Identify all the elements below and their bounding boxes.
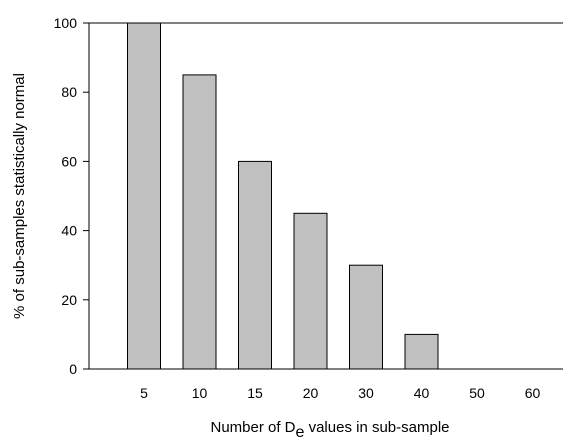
x-tick-label: 20 [303, 385, 319, 401]
x-axis-title-part1: Number of D [210, 419, 295, 436]
x-tick-label: 30 [358, 385, 374, 401]
y-tick-label: 0 [69, 361, 77, 377]
x-tick-label: 50 [469, 385, 485, 401]
bar-40 [404, 333, 439, 370]
x-tick-label: 15 [247, 385, 263, 401]
x-tick-label: 40 [414, 385, 430, 401]
y-tick-label: 40 [61, 223, 77, 239]
x-axis-title-part2: values in sub-sample [304, 419, 449, 436]
y-tick-label: 80 [61, 84, 77, 100]
bar-30 [349, 264, 383, 370]
y-tick-label: 20 [61, 292, 77, 308]
bar-15 [238, 160, 272, 370]
x-axis-title: Number of De values in sub-sample [210, 419, 449, 439]
bar-5 [127, 22, 161, 370]
x-axis-ticks: 5 10 15 20 30 40 50 60 [140, 385, 540, 401]
y-axis-title: % of sub-samples statistically normal [11, 73, 28, 319]
bars-group [127, 22, 439, 370]
x-tick-label: 60 [525, 385, 541, 401]
x-tick-label: 5 [140, 385, 148, 401]
y-tick-label: 60 [61, 153, 77, 169]
bar-20 [293, 212, 328, 370]
x-tick-label: 10 [192, 385, 208, 401]
y-tick-label: 100 [54, 15, 78, 31]
bar-10 [182, 74, 217, 370]
y-axis-ticks: 0 20 40 60 80 100 [54, 15, 89, 377]
x-axis-title-subscript: e [296, 424, 305, 439]
